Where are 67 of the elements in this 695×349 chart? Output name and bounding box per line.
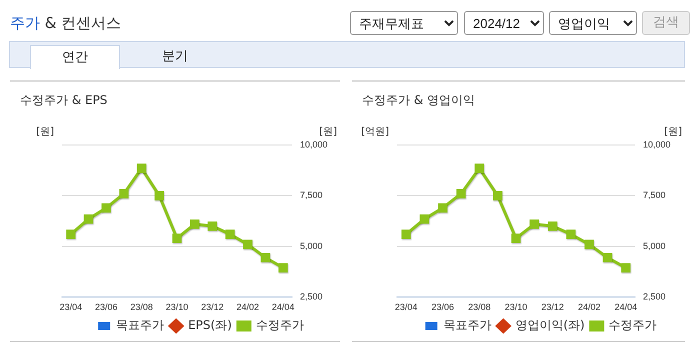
- text: 5,000: [300, 240, 323, 251]
- text: 10,000: [300, 139, 328, 150]
- text: 2024/12: [464, 11, 544, 35]
- x-tick-label: 24/02: [578, 302, 600, 312]
- point: [456, 189, 466, 198]
- x-tick-label: 24/04: [272, 302, 294, 312]
- legend-label: 목표주가: [443, 318, 492, 332]
- point: [260, 252, 270, 262]
- point: [190, 219, 200, 229]
- point: [420, 214, 430, 224]
- text: 2,500: [643, 292, 666, 302]
- text: 5,000: [643, 240, 666, 251]
- x-tick-label: 24/04: [614, 302, 638, 312]
- point: [493, 191, 502, 200]
- point: [548, 221, 558, 231]
- point: [474, 164, 484, 174]
- point: [621, 263, 631, 272]
- legend-label: 목표주가: [116, 318, 164, 332]
- point: [102, 203, 111, 213]
- point: [66, 230, 76, 239]
- x-tick-label: 23/10: [504, 302, 528, 312]
- text: 검색: [642, 11, 690, 35]
- chart-title: 수정주가 & 영업이익: [362, 92, 475, 109]
- legend-label: EPS(좌): [188, 318, 232, 332]
- legend-label: 수정주가: [608, 318, 657, 332]
- legend-label: 수정주가: [256, 318, 304, 332]
- text: 7,500: [300, 190, 323, 200]
- x-tick-label: 23/08: [468, 302, 491, 312]
- point: [584, 240, 594, 250]
- x-tick-label: 23/12: [201, 302, 224, 312]
- text: 7,500: [643, 190, 666, 200]
- point: [530, 219, 539, 229]
- x-tick-label: 23/04: [60, 302, 82, 312]
- point: [225, 230, 235, 239]
- point: [278, 263, 288, 272]
- x-tick-label: 23/08: [130, 302, 153, 312]
- point: [401, 230, 411, 239]
- x-tick-label: 23/10: [166, 302, 188, 312]
- point: [119, 189, 129, 198]
- x-tick-label: 23/04: [394, 302, 418, 312]
- text: 2,500: [300, 292, 323, 302]
- text: 영업이익: [549, 11, 637, 35]
- text: 주재무제표: [350, 11, 458, 35]
- point: [566, 230, 576, 239]
- y2-axis-title: [원]: [664, 126, 682, 138]
- point: [208, 221, 218, 231]
- y2-axis-title: [원]: [319, 126, 338, 138]
- text: 10,000: [643, 139, 671, 150]
- text: 분기: [161, 48, 189, 66]
- point: [511, 234, 521, 244]
- y-axis-title: [억원]: [361, 126, 390, 138]
- x-tick-label: 23/06: [432, 302, 454, 312]
- chart-title: 수정주가 & EPS: [20, 92, 108, 109]
- point: [602, 252, 612, 262]
- text: 주가 & 컨센서스: [10, 14, 122, 32]
- point: [243, 240, 252, 250]
- x-tick-label: 24/02: [236, 302, 260, 312]
- y-axis-title: [원]: [36, 126, 54, 138]
- point: [136, 164, 146, 174]
- point: [154, 191, 164, 200]
- point: [172, 234, 182, 244]
- point: [84, 214, 94, 224]
- point: [438, 203, 448, 213]
- text: 연간: [30, 45, 120, 69]
- x-tick-label: 23/12: [541, 302, 564, 312]
- legend-label: 영업이익(좌): [515, 318, 585, 332]
- x-tick-label: 23/06: [94, 302, 118, 312]
